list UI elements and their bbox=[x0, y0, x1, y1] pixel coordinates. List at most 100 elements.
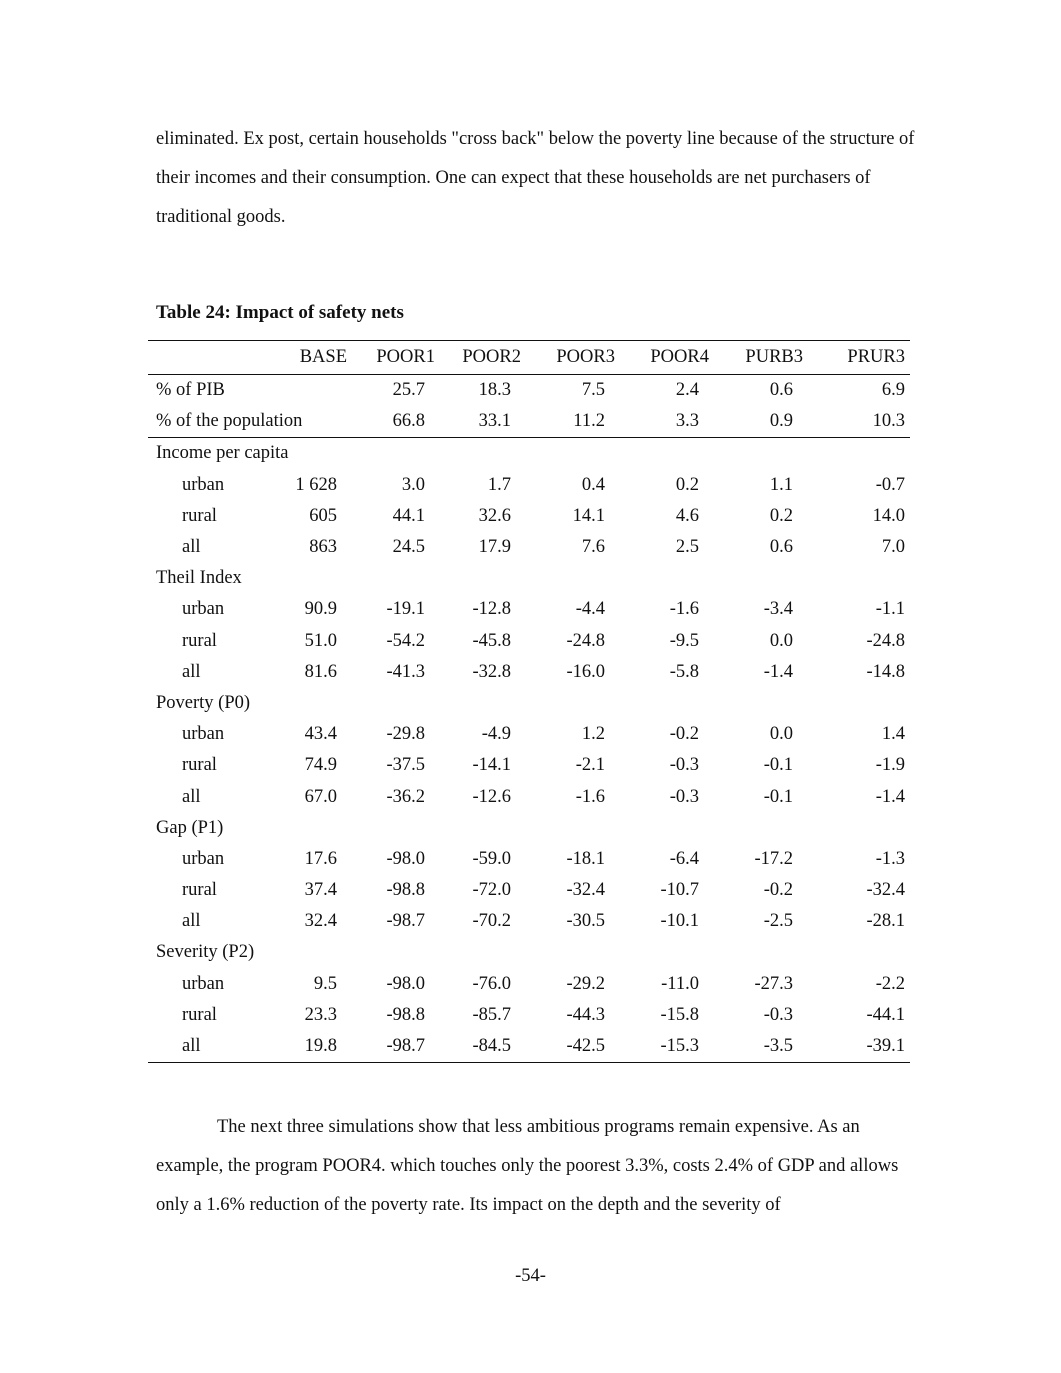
table-cell: 7.5 bbox=[581, 380, 605, 401]
table-cell bbox=[714, 937, 808, 968]
table-row: urban 9.5 -98.0 -76.0 -29.2 -11.0 -27.3 -2.2 bbox=[148, 969, 910, 1000]
table-cell: 51.0 bbox=[304, 630, 337, 651]
column-header: PRUR3 bbox=[847, 347, 905, 367]
table-cell: -85.7 bbox=[472, 1004, 511, 1025]
table-cell bbox=[284, 375, 352, 407]
table-cell: -37.5 bbox=[386, 755, 425, 776]
impact-table: BASE POOR1 POOR2 POOR3 POOR4 PURB3 PRUR3 % of … bbox=[148, 340, 910, 1063]
body-paragraph-top: eliminated. Ex post, certain households … bbox=[156, 129, 915, 227]
row-label: % of the population bbox=[156, 411, 303, 432]
table-cell: -32.4 bbox=[866, 880, 905, 901]
table-row: Poverty (P0) bbox=[148, 688, 910, 719]
table-cell: -0.2 bbox=[763, 880, 793, 901]
row-label: all bbox=[182, 1036, 201, 1057]
table-cell: 0.2 bbox=[675, 474, 699, 495]
table-cell bbox=[526, 563, 620, 594]
table-row: rural 74.9 -37.5 -14.1 -2.1 -0.3 -0.1 -1.9 bbox=[148, 750, 910, 781]
table-cell: -12.8 bbox=[472, 599, 511, 620]
table-cell: -29.2 bbox=[566, 973, 605, 994]
row-label: Theil Index bbox=[156, 568, 242, 589]
table-cell: -14.1 bbox=[472, 755, 511, 776]
table-cell: 4.6 bbox=[675, 505, 699, 526]
table-cell: 23.3 bbox=[304, 1004, 337, 1025]
table-cell: 44.1 bbox=[392, 505, 425, 526]
table-cell: -19.1 bbox=[386, 599, 425, 620]
column-header: POOR2 bbox=[462, 347, 521, 367]
table-cell: -1.4 bbox=[875, 786, 905, 807]
body-paragraph-bottom: The next three simulations show that les… bbox=[156, 1117, 899, 1215]
table-cell: 32.4 bbox=[304, 911, 337, 932]
table-cell: 1 628 bbox=[295, 474, 337, 495]
table-cell bbox=[620, 563, 714, 594]
table-cell bbox=[620, 813, 714, 844]
table-cell: -76.0 bbox=[472, 973, 511, 994]
table-cell: -3.4 bbox=[763, 599, 793, 620]
table-cell bbox=[440, 438, 526, 470]
table-cell: -4.4 bbox=[575, 599, 605, 620]
table-body: % of PIB 25.7 18.3 7.5 2.4 0.6 6.9 % of the pop… bbox=[148, 375, 910, 1063]
table-cell: 14.1 bbox=[572, 505, 605, 526]
table-row: rural 605 44.1 32.6 14.1 4.6 0.2 14.0 bbox=[148, 501, 910, 532]
table-cell: 2.5 bbox=[675, 537, 699, 558]
table-cell: -29.8 bbox=[386, 724, 425, 745]
row-label: Gap (P1) bbox=[156, 817, 224, 838]
table-cell: -72.0 bbox=[472, 880, 511, 901]
table-cell bbox=[620, 937, 714, 968]
table-row: % of PIB 25.7 18.3 7.5 2.4 0.6 6.9 bbox=[148, 375, 910, 407]
table-cell bbox=[284, 688, 352, 719]
table-cell: 18.3 bbox=[478, 380, 511, 401]
table-row: urban 1 628 3.0 1.7 0.4 0.2 1.1 -0.7 bbox=[148, 470, 910, 501]
row-label: urban bbox=[182, 474, 225, 495]
table-cell: 0.6 bbox=[769, 380, 793, 401]
table-cell: 32.6 bbox=[478, 505, 511, 526]
column-header: PURB3 bbox=[745, 347, 803, 367]
table-row: urban 43.4 -29.8 -4.9 1.2 -0.2 0.0 1.4 bbox=[148, 719, 910, 750]
table-header: BASE POOR1 POOR2 POOR3 POOR4 PURB3 PRUR3 bbox=[148, 340, 910, 375]
header-row: BASE POOR1 POOR2 POOR3 POOR4 PURB3 PRUR3 bbox=[148, 340, 910, 375]
table-caption: Table 24: Impact of safety nets bbox=[156, 302, 404, 323]
table-cell: -0.1 bbox=[763, 786, 793, 807]
table-row: rural 37.4 -98.8 -72.0 -32.4 -10.7 -0.2 -32.4 bbox=[148, 875, 910, 906]
table-cell: -1.1 bbox=[875, 599, 905, 620]
table-cell: -44.3 bbox=[566, 1004, 605, 1025]
table-cell: 605 bbox=[309, 505, 337, 526]
table-cell bbox=[808, 813, 910, 844]
table-cell: 17.6 bbox=[304, 848, 337, 869]
column-header: POOR4 bbox=[650, 347, 709, 367]
table-cell: -98.0 bbox=[386, 848, 425, 869]
table-cell: -32.4 bbox=[566, 880, 605, 901]
table-cell: -1.6 bbox=[575, 786, 605, 807]
table-cell: 0.4 bbox=[581, 474, 605, 495]
row-label: Income per capita bbox=[156, 443, 289, 464]
table-cell: 33.1 bbox=[478, 411, 511, 432]
table-cell: -84.5 bbox=[472, 1036, 511, 1057]
table-cell: -2.1 bbox=[575, 755, 605, 776]
table-cell bbox=[808, 563, 910, 594]
table-cell: 2.4 bbox=[675, 380, 699, 401]
table-row: rural 23.3 -98.8 -85.7 -44.3 -15.8 -0.3 -44.1 bbox=[148, 1000, 910, 1031]
table-row: urban 90.9 -19.1 -12.8 -4.4 -1.6 -3.4 -1.1 bbox=[148, 594, 910, 625]
table-cell bbox=[440, 688, 526, 719]
table-cell: -15.3 bbox=[660, 1036, 699, 1057]
table-cell: 14.0 bbox=[872, 505, 905, 526]
table-cell: -27.3 bbox=[754, 973, 793, 994]
table-cell bbox=[284, 813, 352, 844]
table-cell: -0.2 bbox=[669, 724, 699, 745]
table-cell: -30.5 bbox=[566, 911, 605, 932]
table-cell: -0.3 bbox=[669, 786, 699, 807]
table-cell: -4.9 bbox=[481, 724, 511, 745]
table-cell: -10.1 bbox=[660, 911, 699, 932]
table-cell bbox=[714, 813, 808, 844]
header-label-cell bbox=[148, 341, 284, 375]
table-cell: -2.5 bbox=[763, 911, 793, 932]
table-cell: 0.0 bbox=[769, 630, 793, 651]
row-label: urban bbox=[182, 973, 225, 994]
table-cell bbox=[284, 563, 352, 594]
row-label: rural bbox=[182, 1004, 217, 1025]
table-cell: 19.8 bbox=[304, 1036, 337, 1057]
table-cell: -32.8 bbox=[472, 661, 511, 682]
row-label: rural bbox=[182, 755, 217, 776]
table-cell: -24.8 bbox=[866, 630, 905, 651]
table-cell bbox=[284, 937, 352, 968]
table-cell: 81.6 bbox=[304, 661, 337, 682]
